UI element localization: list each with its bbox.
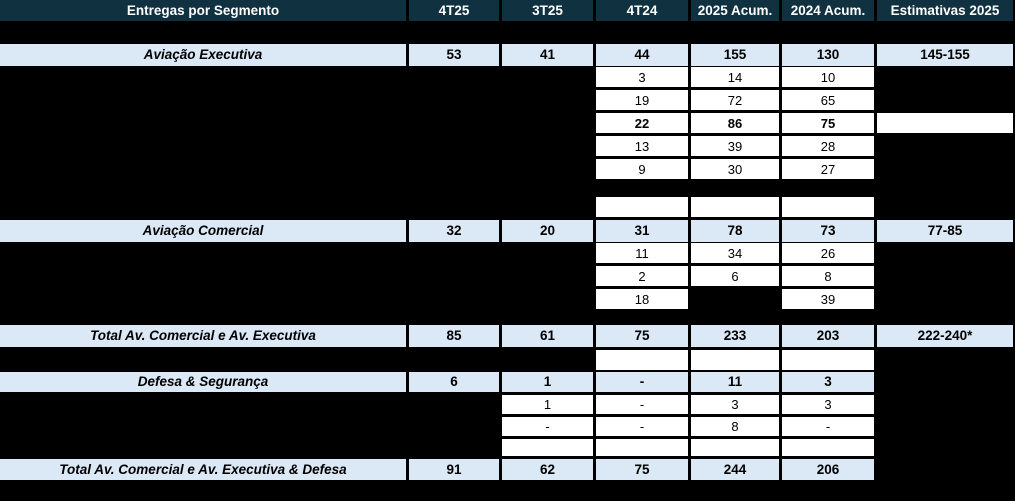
- exec-detail-row-1-4t24: 3: [596, 67, 688, 87]
- aviacao-executiva-row-4t24: 44: [596, 44, 688, 66]
- header-row-estimativas-2025: Estimativas 2025: [877, 0, 1013, 21]
- defesa-detail-row-1-2024-acum: 3: [782, 395, 874, 414]
- header-row-4t25: 4T25: [409, 0, 499, 21]
- total-comercial-executiva-row-2025-acum: 233: [691, 325, 779, 347]
- exec-detail-row-2-4t24: 19: [596, 90, 688, 110]
- exec-detail-row-2-2024-acum: 65: [782, 90, 874, 110]
- total-comercial-executiva-row-3t25: 61: [502, 325, 593, 347]
- defesa-seguranca-row-2025-acum: 11: [691, 372, 779, 392]
- total-comercial-executiva-row-4t24: 75: [596, 325, 688, 347]
- exec-detail-row-5-4t24: 9: [596, 159, 688, 179]
- aviacao-comercial-row-2024-acum: 73: [782, 220, 874, 242]
- comercial-detail-row-1-2025-acum: 34: [691, 243, 779, 263]
- exec-detail-row-1-2024-acum: 10: [782, 67, 874, 87]
- header-row-4t24: 4T24: [596, 0, 688, 21]
- comercial-detail-row-2-2025-acum: 6: [691, 266, 779, 286]
- aviacao-comercial-row-4t24: 31: [596, 220, 688, 242]
- header-row-3t25: 3T25: [502, 0, 593, 21]
- defesa-detail-row-1-3t25: 1: [502, 395, 593, 414]
- defesa-detail-row-2-2024-acum: -: [782, 417, 874, 436]
- defesa-seguranca-row-4t25: 6: [409, 372, 499, 392]
- exec-detail-row-3-2024-acum: 75: [782, 113, 874, 133]
- defesa-detail-row-1-4t24: -: [596, 395, 688, 414]
- exec-detail-row-5-2024-acum: 27: [782, 159, 874, 179]
- total-geral-row-2025-acum: 244: [691, 459, 779, 480]
- total-geral-row-2024-acum: 206: [782, 459, 874, 480]
- defesa-detail-row-2-3t25: -: [502, 417, 593, 436]
- exec-detail-row-4-2025-acum: 39: [691, 136, 779, 156]
- blank-cells-row-3-4t24: [596, 439, 688, 456]
- exec-detail-row-1-2025-acum: 14: [691, 67, 779, 87]
- aviacao-executiva-row-4t25: 53: [409, 44, 499, 66]
- aviacao-comercial-row-2025-acum: 78: [691, 220, 779, 242]
- header-row-segmento: Entregas por Segmento: [0, 0, 406, 21]
- defesa-seguranca-row-3t25: 1: [502, 372, 593, 392]
- total-geral-row-3t25: 62: [502, 459, 593, 480]
- blank-cells-row-2-2025-acum: [691, 350, 779, 370]
- defesa-seguranca-row-2024-acum: 3: [782, 372, 874, 392]
- defesa-detail-row-1-2025-acum: 3: [691, 395, 779, 414]
- blank-cells-row-3-2025-acum: [691, 439, 779, 456]
- header-row-2025-acum: 2025 Acum.: [691, 0, 779, 21]
- comercial-detail-row-1-2024-acum: 26: [782, 243, 874, 263]
- comercial-detail-row-3-2024-acum: 39: [782, 289, 874, 309]
- comercial-detail-row-3-4t24: 18: [596, 289, 688, 309]
- total-geral-row-4t24: 75: [596, 459, 688, 480]
- blank-cells-row-1-2025-acum: [691, 197, 779, 217]
- aviacao-executiva-row-segmento: Aviação Executiva: [0, 44, 406, 66]
- exec-detail-row-3-2025-acum: 86: [691, 113, 779, 133]
- comercial-detail-row-1-4t24: 11: [596, 243, 688, 263]
- blank-cells-row-2-4t24: [596, 350, 688, 370]
- aviacao-executiva-row-estimativas-2025: 145-155: [877, 44, 1013, 66]
- defesa-seguranca-row-4t24: -: [596, 372, 688, 392]
- exec-detail-row-2-2025-acum: 72: [691, 90, 779, 110]
- aviacao-comercial-row-segmento: Aviação Comercial: [0, 220, 406, 242]
- exec-detail-row-3-estimativas-2025: [877, 113, 1013, 133]
- blank-cells-row-1-4t24: [596, 197, 688, 217]
- comercial-detail-row-2-2024-acum: 8: [782, 266, 874, 286]
- exec-detail-row-5-2025-acum: 30: [691, 159, 779, 179]
- total-comercial-executiva-row-4t25: 85: [409, 325, 499, 347]
- blank-cells-row-3-3t25: [502, 439, 593, 456]
- total-comercial-executiva-row-estimativas-2025: 222-240*: [877, 325, 1013, 347]
- aviacao-comercial-row-3t25: 20: [502, 220, 593, 242]
- exec-detail-row-4-4t24: 13: [596, 136, 688, 156]
- total-geral-row-segmento: Total Av. Comercial e Av. Executiva & De…: [0, 459, 406, 480]
- exec-detail-row-3-4t24: 22: [596, 113, 688, 133]
- aviacao-comercial-row-estimativas-2025: 77-85: [877, 220, 1013, 242]
- defesa-seguranca-row-segmento: Defesa & Segurança: [0, 372, 406, 392]
- total-comercial-executiva-row-segmento: Total Av. Comercial e Av. Executiva: [0, 325, 406, 347]
- comercial-detail-row-2-4t24: 2: [596, 266, 688, 286]
- aviacao-comercial-row-4t25: 32: [409, 220, 499, 242]
- defesa-detail-row-2-4t24: -: [596, 417, 688, 436]
- blank-cells-row-1-2024-acum: [782, 197, 874, 217]
- aviacao-executiva-row-2024-acum: 130: [782, 44, 874, 66]
- total-geral-row-4t25: 91: [409, 459, 499, 480]
- blank-cells-row-3-2024-acum: [782, 439, 874, 456]
- defesa-detail-row-2-2025-acum: 8: [691, 417, 779, 436]
- exec-detail-row-4-2024-acum: 28: [782, 136, 874, 156]
- header-row-2024-acum: 2024 Acum.: [782, 0, 874, 21]
- aviacao-executiva-row-3t25: 41: [502, 44, 593, 66]
- blank-cells-row-2-2024-acum: [782, 350, 874, 370]
- aviacao-executiva-row-2025-acum: 155: [691, 44, 779, 66]
- total-comercial-executiva-row-2024-acum: 203: [782, 325, 874, 347]
